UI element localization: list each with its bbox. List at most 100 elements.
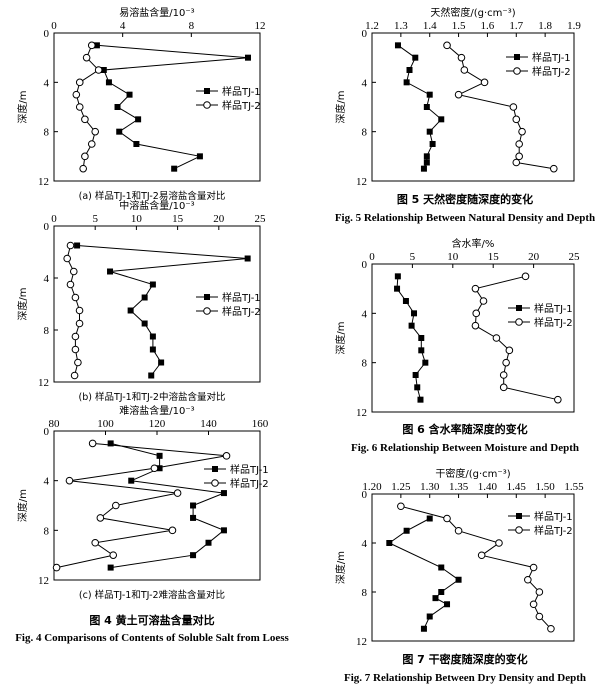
data-point: [535, 588, 544, 596]
x-axis-label: 易溶盐含量/10⁻³: [119, 6, 194, 19]
x-tick-label: 1.9: [567, 20, 581, 32]
legend-label: 样品TJ-2: [532, 65, 571, 78]
series-2: [397, 502, 555, 633]
data-point: [156, 452, 163, 459]
data-point: [74, 358, 82, 367]
data-point: [423, 104, 430, 110]
data-point: [394, 285, 401, 292]
data-point: [71, 345, 80, 354]
x-tick-label: 4: [120, 20, 126, 32]
data-point: [105, 79, 112, 86]
data-point: [65, 476, 74, 485]
data-point: [107, 268, 114, 275]
x-tick-label: 1.20: [362, 481, 382, 493]
x-tick-label: 120: [149, 418, 166, 430]
data-point: [63, 254, 71, 263]
data-point: [550, 164, 558, 173]
data-point: [107, 440, 114, 447]
y-tick-label: 8: [44, 325, 50, 337]
caption-sub-c: (c) 样品TJ-1和TJ-2难溶盐含量对比: [79, 589, 225, 601]
data-point: [394, 42, 401, 49]
x-tick-label: 5: [410, 251, 416, 263]
x-tick-label: 1.30: [420, 481, 440, 493]
data-point: [149, 281, 156, 288]
data-point: [156, 465, 163, 472]
caption-fig4-cn: 图 4 黄土可溶盐含量对比: [89, 613, 214, 627]
x-axis-label: 天然密度/(g·cm⁻³): [430, 6, 515, 19]
data-point: [141, 294, 148, 301]
data-point: [432, 595, 439, 602]
y-tick-label: 4: [44, 476, 50, 488]
series-2: [52, 439, 231, 572]
data-point: [91, 127, 99, 136]
caption-sub-a: (a) 样品TJ-1和TJ-2易溶盐含量对比: [79, 190, 226, 202]
x-tick-label: 20: [213, 213, 225, 225]
legend-label: 样品TJ-1: [532, 51, 571, 64]
x-tick-label: 25: [255, 213, 267, 225]
data-point: [505, 346, 514, 355]
plot-frame: [53, 32, 261, 182]
data-point: [422, 359, 429, 366]
data-point: [168, 526, 177, 535]
data-point: [88, 439, 97, 448]
data-point: [443, 41, 451, 50]
y-tick-label: 12: [38, 575, 49, 587]
x-tick-label: 1.7: [509, 20, 523, 32]
y-axis-label: 深度/m: [334, 551, 347, 584]
data-point: [403, 79, 410, 86]
y-tick-label: 0: [44, 28, 50, 40]
data-point: [96, 514, 105, 522]
data-point: [512, 158, 521, 167]
y-tick-label: 12: [38, 176, 49, 188]
data-point: [460, 66, 469, 74]
data-point: [74, 242, 81, 249]
data-point: [412, 54, 419, 61]
data-point: [190, 552, 197, 559]
x-tick-label: 12: [255, 20, 266, 32]
data-point: [135, 116, 142, 123]
data-point: [524, 575, 532, 584]
x-tick-label: 160: [252, 418, 269, 430]
data-point: [438, 589, 445, 595]
data-point: [423, 159, 430, 166]
data-point: [454, 526, 463, 535]
y-tick-label: 12: [38, 377, 49, 389]
x-tick-label: 10: [447, 251, 459, 263]
data-point: [114, 104, 121, 110]
series-1: [74, 242, 251, 379]
x-tick-label: 100: [97, 418, 114, 430]
data-point: [244, 255, 251, 262]
data-point: [423, 153, 430, 160]
x-tick-label: 1.35: [449, 481, 469, 493]
caption-fig5-cn: 图 5 天然密度随深度的变化: [397, 192, 533, 206]
data-point: [444, 601, 451, 608]
data-point: [75, 319, 84, 328]
data-point: [418, 347, 425, 354]
x-tick-label: 0: [369, 251, 375, 263]
data-point: [438, 116, 445, 123]
x-axis-label: 干密度/(g·cm⁻³): [435, 467, 510, 480]
x-tick-label: 20: [528, 251, 540, 263]
y-tick-label: 12: [356, 176, 367, 188]
data-point: [158, 359, 165, 366]
series-2: [471, 272, 562, 404]
data-point: [499, 383, 508, 392]
legend-label: 样品TJ-1: [222, 291, 261, 304]
data-point: [75, 103, 84, 111]
chart-c2: 0 5 10 15 20 25 0 4 8 12 中溶盐含量/10⁻³ 深度/m 样品TJ-1样品TJ-…: [16, 199, 266, 389]
series-line: [110, 442, 226, 569]
y-axis-label: 深度/m: [334, 321, 347, 354]
data-point: [66, 280, 75, 289]
x-tick-label: 10: [131, 213, 143, 225]
chart-c7: 1.20 1.25 1.30 1.35 1.40 1.45 1.50 1.55 0 4 8 12 干密度…: [334, 467, 584, 648]
data-point: [426, 515, 433, 522]
data-point: [81, 115, 89, 124]
data-point: [521, 272, 530, 281]
legend-marker: [516, 305, 522, 311]
data-point: [397, 502, 405, 511]
data-point: [126, 91, 133, 98]
data-point: [495, 539, 503, 547]
series-1: [107, 440, 227, 571]
x-tick-label: 1.55: [564, 481, 584, 493]
y-tick-label: 0: [362, 28, 368, 40]
